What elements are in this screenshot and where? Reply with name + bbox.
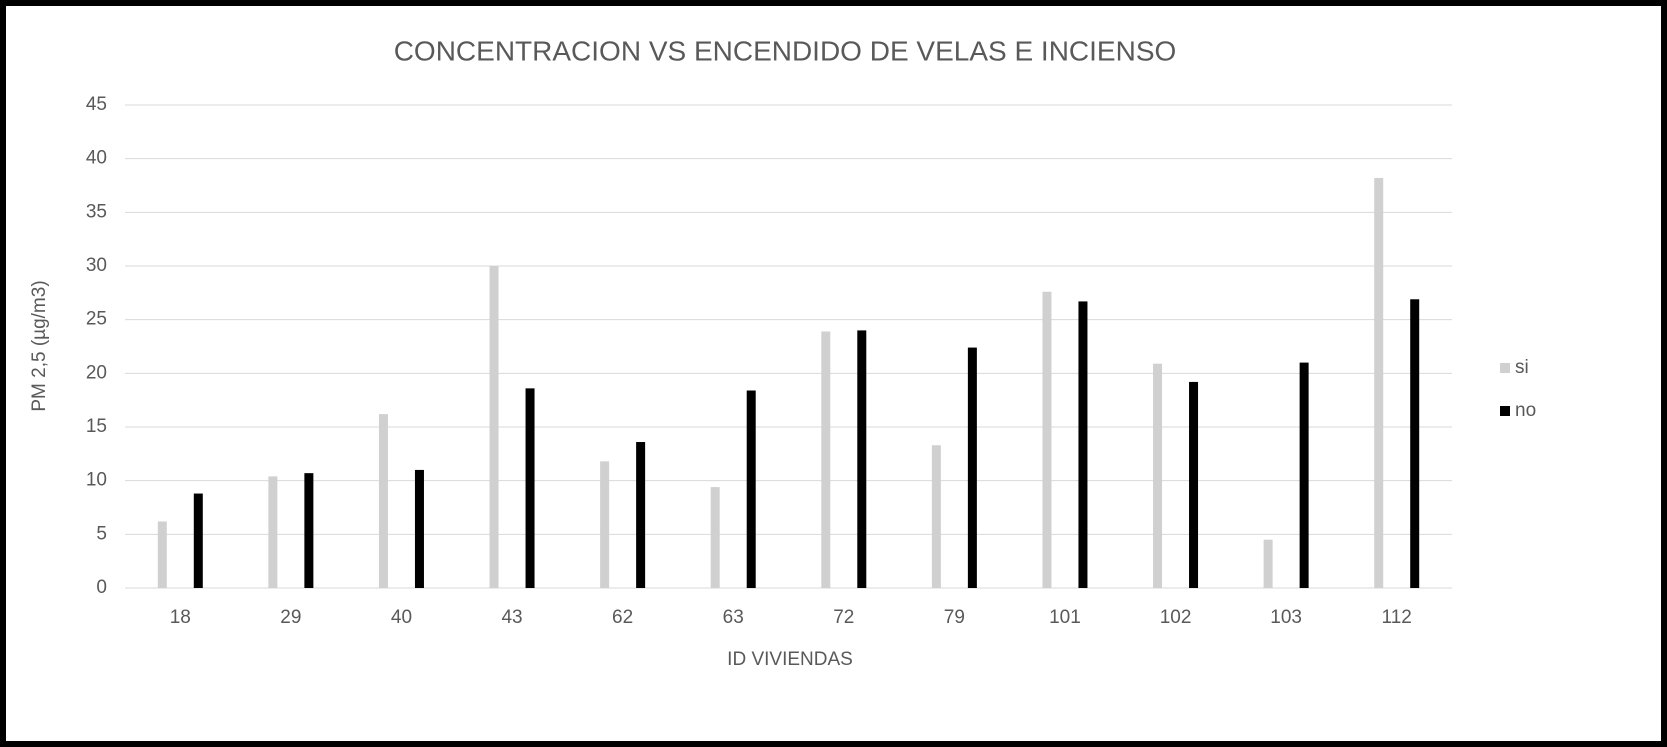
- x-axis-label: ID VIVIENDAS: [727, 649, 853, 670]
- bar: [1189, 381, 1199, 588]
- x-tick-label: 43: [501, 607, 522, 628]
- legend-label: si: [1515, 357, 1529, 378]
- y-tick-label: 0: [96, 577, 107, 598]
- legend-swatch: [1500, 363, 1510, 373]
- bar: [414, 469, 424, 588]
- legend-swatch: [1500, 406, 1510, 416]
- bar: [1263, 539, 1273, 588]
- x-tick-label: 79: [944, 607, 965, 628]
- bar: [1374, 177, 1384, 588]
- bar: [268, 476, 278, 588]
- y-tick-label: 35: [86, 201, 107, 222]
- x-tick-label: 103: [1270, 607, 1302, 628]
- bar: [1299, 362, 1309, 588]
- x-tick-label: 62: [612, 607, 633, 628]
- bar: [1153, 363, 1163, 588]
- x-tick-label: 40: [391, 607, 412, 628]
- x-tick-label: 112: [1382, 607, 1412, 628]
- y-tick-label: 30: [86, 255, 107, 276]
- bar: [1410, 299, 1420, 588]
- bar: [821, 331, 831, 588]
- bar: [636, 442, 646, 588]
- bar: [710, 487, 720, 588]
- y-tick-label: 45: [86, 94, 107, 115]
- y-tick-label: 25: [86, 309, 107, 330]
- bar: [157, 521, 167, 588]
- y-tick-label: 5: [96, 523, 107, 544]
- x-tick-label: 29: [280, 607, 301, 628]
- bar: [378, 414, 388, 588]
- x-tick-label: 63: [723, 607, 744, 628]
- y-tick-label: 15: [86, 416, 107, 437]
- y-tick-label: 10: [86, 470, 107, 491]
- y-tick-label: 40: [86, 148, 107, 169]
- x-tick-label: 101: [1049, 607, 1081, 628]
- y-axis-label: PM 2,5 (µg/m3): [29, 280, 50, 411]
- bar: [967, 347, 977, 588]
- bar: [600, 461, 610, 588]
- bar: [1042, 291, 1052, 588]
- bar: [525, 388, 535, 588]
- bar: [193, 493, 203, 588]
- bar: [304, 473, 314, 588]
- x-tick-label: 72: [833, 607, 854, 628]
- legend-label: no: [1515, 400, 1536, 421]
- bar: [857, 330, 867, 588]
- chart-title: CONCENTRACION VS ENCENDIDO DE VELAS E IN…: [394, 35, 1177, 66]
- bar: [489, 266, 499, 588]
- bar: [1078, 301, 1088, 588]
- y-tick-label: 20: [86, 362, 107, 383]
- x-tick-label: 18: [170, 607, 191, 628]
- bar: [746, 390, 756, 588]
- x-tick-label: 102: [1160, 607, 1192, 628]
- bar: [931, 445, 941, 588]
